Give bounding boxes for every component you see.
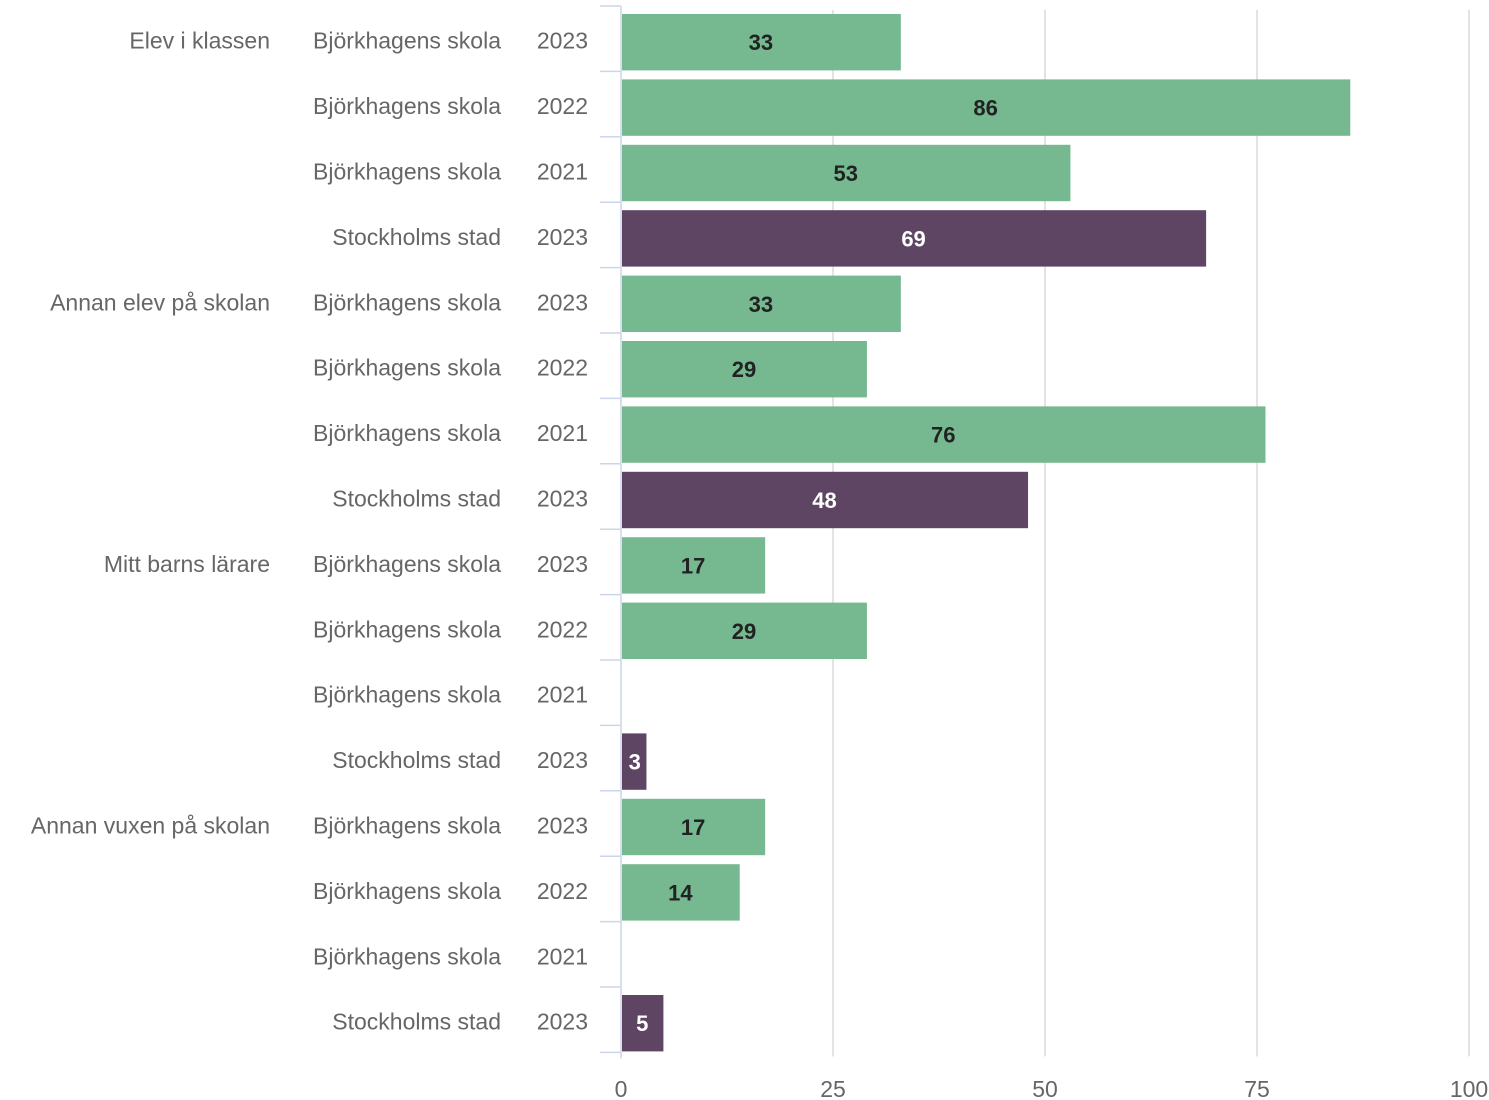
unit-label: Björkhagens skola xyxy=(313,159,501,185)
unit-label: Björkhagens skola xyxy=(313,616,501,642)
bar xyxy=(622,144,1071,202)
x-tick-label: 50 xyxy=(1032,1076,1058,1100)
year-label: 2023 xyxy=(537,28,588,54)
year-label: 2023 xyxy=(537,486,588,512)
year-label: 2023 xyxy=(537,1009,588,1035)
bar xyxy=(622,210,1207,267)
year-label: 2021 xyxy=(537,159,588,185)
data-label: 17 xyxy=(681,815,705,840)
unit-label: Björkhagens skola xyxy=(313,943,501,969)
group-label: Annan elev på skolan xyxy=(50,289,270,315)
data-label: 69 xyxy=(901,226,925,251)
bar xyxy=(622,537,766,594)
bar-layer xyxy=(622,14,1351,1052)
year-label: 2023 xyxy=(537,747,588,773)
year-label: 2022 xyxy=(537,355,588,381)
x-tick-label: 100 xyxy=(1450,1076,1488,1100)
data-label: 48 xyxy=(812,488,836,513)
unit-label: Björkhagens skola xyxy=(313,28,501,54)
x-tick-label: 0 xyxy=(615,1076,628,1100)
data-label: 3 xyxy=(629,750,641,775)
data-label: 76 xyxy=(931,423,955,448)
unit-label: Björkhagens skola xyxy=(313,682,501,708)
year-label: 2023 xyxy=(537,289,588,315)
data-label: 17 xyxy=(681,553,705,578)
data-label: 29 xyxy=(732,357,756,382)
data-label: 53 xyxy=(833,161,857,186)
bar xyxy=(622,341,867,398)
bar xyxy=(622,995,664,1052)
bar xyxy=(622,406,1266,463)
group-label: Elev i klassen xyxy=(129,28,270,54)
unit-label: Björkhagens skola xyxy=(313,355,501,381)
unit-label: Stockholms stad xyxy=(332,1009,501,1035)
group-label: Mitt barns lärare xyxy=(104,551,270,577)
year-label: 2022 xyxy=(537,616,588,642)
unit-label: Björkhagens skola xyxy=(313,813,501,839)
x-tick-label: 75 xyxy=(1244,1076,1270,1100)
data-label: 33 xyxy=(749,292,773,317)
data-label: 33 xyxy=(749,30,773,55)
bar xyxy=(622,79,1351,136)
year-label: 2021 xyxy=(537,943,588,969)
data-label: 5 xyxy=(636,1011,648,1036)
year-label: 2023 xyxy=(537,551,588,577)
bar xyxy=(622,798,766,856)
bar xyxy=(622,602,867,659)
unit-label: Björkhagens skola xyxy=(313,878,501,904)
unit-label: Stockholms stad xyxy=(332,224,501,250)
group-label: Annan vuxen på skolan xyxy=(31,813,270,839)
year-label: 2023 xyxy=(537,813,588,839)
year-label: 2022 xyxy=(537,93,588,119)
unit-label: Björkhagens skola xyxy=(313,420,501,446)
data-label: 29 xyxy=(732,619,756,644)
unit-label: Stockholms stad xyxy=(332,486,501,512)
bar xyxy=(622,864,740,921)
bar xyxy=(622,471,1029,529)
x-tick-label: 25 xyxy=(820,1076,846,1100)
data-label: 86 xyxy=(973,96,997,121)
bar xyxy=(622,733,647,790)
label-layer: 0 25 50 75 100 Elev i klassen Björkhagens skol… xyxy=(31,28,1488,1100)
year-label: 2021 xyxy=(537,682,588,708)
unit-label: Björkhagens skola xyxy=(313,551,501,577)
bar xyxy=(622,14,901,71)
year-label: 2022 xyxy=(537,878,588,904)
unit-label: Björkhagens skola xyxy=(313,289,501,315)
year-label: 2023 xyxy=(537,224,588,250)
unit-label: Stockholms stad xyxy=(332,747,501,773)
unit-label: Björkhagens skola xyxy=(313,93,501,119)
year-label: 2021 xyxy=(537,420,588,446)
bar xyxy=(622,275,901,332)
data-label: 14 xyxy=(668,880,693,905)
